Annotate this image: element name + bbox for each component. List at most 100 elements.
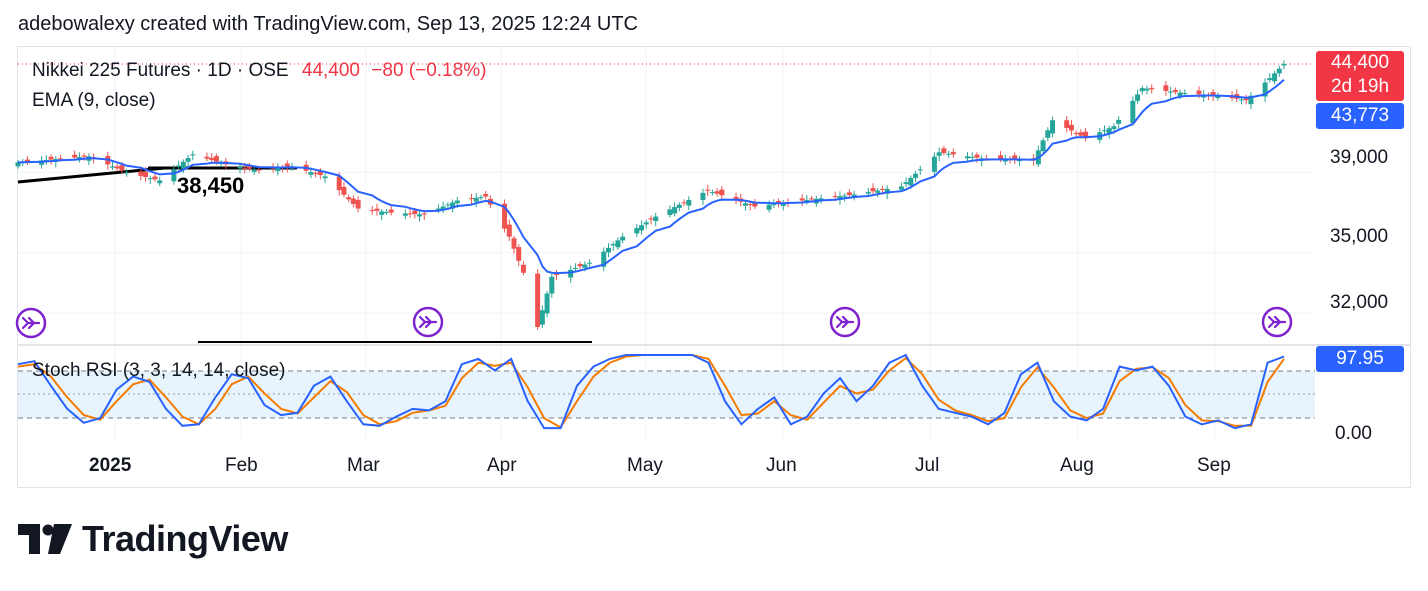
candle [1050, 120, 1056, 134]
candle [913, 173, 919, 178]
candle [884, 188, 890, 194]
candle [204, 156, 210, 159]
candle [577, 264, 583, 267]
candle [1064, 120, 1070, 128]
candle [941, 148, 947, 154]
candle [138, 171, 144, 176]
candle [865, 192, 871, 194]
candle [554, 273, 560, 276]
candle [412, 210, 418, 214]
candle [246, 165, 252, 169]
candle [341, 186, 347, 195]
last-price-tag-value: 44,400 [1330, 52, 1390, 73]
countdown-label: 2d 19h [1330, 76, 1390, 97]
candle [903, 182, 909, 185]
candle [705, 189, 711, 191]
time-axis-label: Apr [487, 455, 517, 476]
ema-price-tag: 43,773 [1316, 103, 1404, 129]
candle [771, 204, 777, 206]
price-tick-label: 35,000 [1330, 226, 1389, 247]
candle [256, 169, 262, 171]
candle [346, 197, 352, 200]
candle [931, 156, 937, 172]
candle [483, 193, 489, 197]
candle [1073, 132, 1079, 134]
candle [1144, 88, 1150, 91]
candle [766, 204, 772, 210]
candle [1045, 130, 1051, 138]
candle [733, 196, 739, 201]
candle [417, 214, 423, 217]
candle [747, 204, 753, 206]
time-axis-label: Jun [766, 455, 797, 476]
candle [1272, 73, 1278, 82]
arrow-marker-icon [15, 307, 47, 339]
candle [851, 194, 857, 198]
candle [709, 192, 715, 194]
candle [1149, 87, 1155, 90]
candle [946, 153, 952, 155]
candle [998, 155, 1004, 160]
candle [639, 225, 645, 231]
candle [936, 152, 942, 156]
last-price-tag: 44,400 2d 19h [1316, 51, 1404, 101]
candle [610, 244, 616, 246]
stoch-value-tag: 97.95 [1316, 346, 1404, 372]
tradingview-logo-icon [18, 524, 72, 554]
candle [700, 192, 706, 200]
candle [714, 191, 720, 194]
time-axis-label: Sep [1197, 455, 1231, 476]
candle [374, 208, 380, 211]
candle [147, 178, 153, 180]
candle [1248, 95, 1254, 105]
candle [76, 157, 82, 160]
candle [516, 247, 522, 261]
chart-frame[interactable] [17, 46, 1411, 488]
candle [388, 209, 394, 213]
candle [809, 198, 815, 200]
candle [171, 169, 177, 182]
candle [917, 169, 923, 171]
candle [478, 197, 484, 199]
candle [454, 200, 460, 204]
candle [634, 228, 640, 234]
candle [846, 192, 852, 196]
candle [676, 204, 682, 208]
candle [1196, 90, 1202, 95]
time-axis-label: Aug [1060, 455, 1094, 476]
candle [24, 159, 30, 162]
arrow-marker-icon [829, 306, 861, 338]
candle [1016, 159, 1022, 162]
candle [780, 202, 786, 206]
candle [974, 154, 980, 158]
candle [124, 172, 130, 174]
candle [544, 293, 550, 314]
candle [1130, 100, 1136, 124]
candle [1215, 96, 1221, 99]
candle [875, 190, 881, 193]
candle [870, 188, 876, 192]
candle [369, 210, 375, 212]
candle [549, 276, 555, 294]
candle [681, 202, 687, 204]
candle [908, 177, 914, 186]
candle [1106, 128, 1112, 135]
ema-line [17, 79, 1285, 275]
tradingview-logo[interactable]: TradingView [18, 518, 288, 560]
candle [313, 172, 319, 174]
candle [1182, 92, 1188, 94]
arrow-marker-icon [1261, 306, 1293, 338]
candle [615, 240, 621, 248]
candle [209, 157, 215, 161]
candle [776, 200, 782, 204]
candle [898, 186, 904, 190]
candle [350, 198, 356, 204]
candle [742, 203, 748, 206]
candle [407, 213, 413, 215]
candle [48, 156, 54, 160]
candle [176, 165, 182, 167]
candle [1139, 88, 1145, 92]
candle [468, 198, 474, 200]
symbol-label: Nikkei 225 Futures · 1D · OSE [32, 60, 289, 81]
